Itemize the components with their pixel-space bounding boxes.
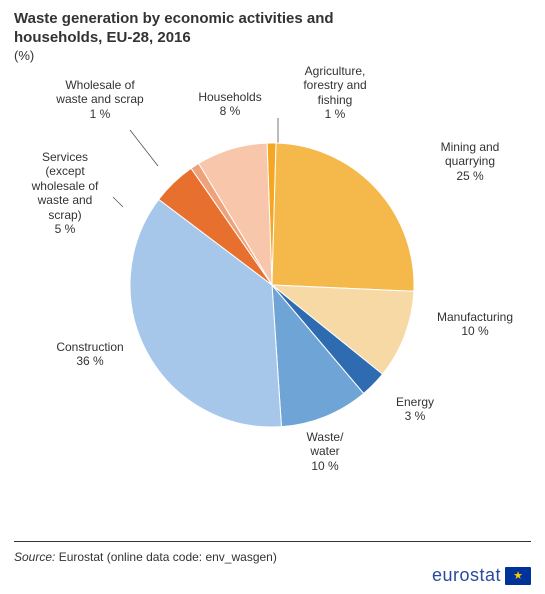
slice-label: Agriculture, forestry and fishing 1 % xyxy=(285,64,385,122)
eurostat-logo: eurostat ★ xyxy=(432,565,531,586)
slice-label: Services (except wholesale of waste and … xyxy=(10,150,120,236)
source-value: Eurostat (online data code: env_wasgen) xyxy=(55,550,276,564)
slice-label: Energy 3 % xyxy=(380,395,450,424)
source-label: Source: xyxy=(14,550,55,564)
slice-label: Wholesale of waste and scrap 1 % xyxy=(40,78,160,121)
logo-text: eurostat xyxy=(432,565,501,586)
pie-chart: Agriculture, forestry and fishing 1 % Min… xyxy=(0,60,545,490)
source-divider xyxy=(14,541,531,542)
slice-label: Waste/ water 10 % xyxy=(280,430,370,473)
slice-label: Households 8 % xyxy=(185,90,275,119)
eu-flag-icon: ★ xyxy=(505,567,531,585)
source-text: Source: Eurostat (online data code: env_… xyxy=(14,550,277,564)
slice-label: Construction 36 % xyxy=(30,340,150,369)
pie-svg xyxy=(0,60,545,490)
pie-slice xyxy=(272,143,414,291)
slice-label: Mining and quarrying 25 % xyxy=(420,140,520,183)
eu-flag-star: ★ xyxy=(513,569,523,582)
chart-container: Waste generation by economic activities … xyxy=(0,0,545,594)
slice-label: Manufacturing 10 % xyxy=(420,310,530,339)
chart-title: Waste generation by economic activities … xyxy=(14,10,374,48)
leader-line xyxy=(130,130,158,166)
